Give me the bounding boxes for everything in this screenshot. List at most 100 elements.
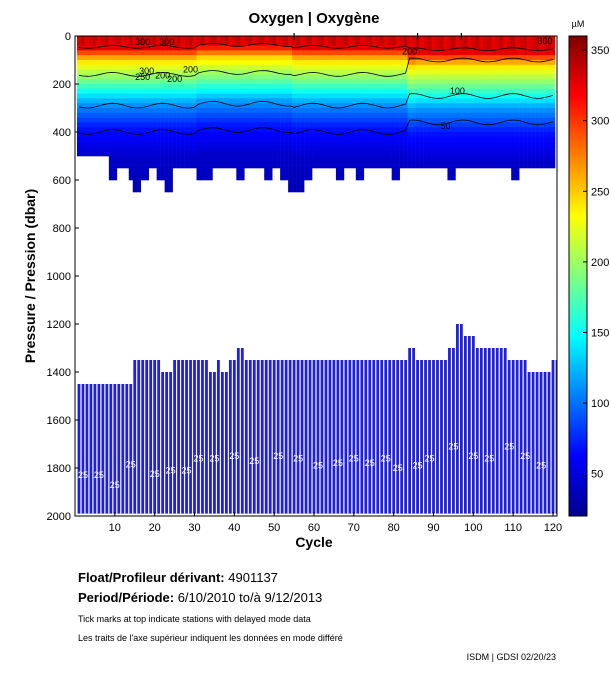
oxygen-cell bbox=[168, 165, 173, 171]
oxygen-cell bbox=[212, 84, 217, 90]
oxygen-cell bbox=[547, 60, 552, 66]
oxygen-cell bbox=[292, 60, 297, 66]
oxygen-cell bbox=[264, 156, 269, 162]
oxygen-cell bbox=[403, 45, 408, 51]
oxygen-cell bbox=[455, 141, 460, 147]
oxygen-cell bbox=[475, 165, 480, 169]
oxygen-cell bbox=[319, 117, 325, 123]
oxygen-cell bbox=[144, 151, 149, 157]
oxygen-cell bbox=[240, 84, 245, 90]
oxygen-cell bbox=[371, 93, 377, 99]
oxygen-cell bbox=[363, 45, 369, 51]
oxygen-cell bbox=[503, 127, 508, 133]
oxygen-cell bbox=[511, 108, 516, 114]
oxygen-cell bbox=[443, 79, 448, 85]
oxygen-cell bbox=[451, 60, 456, 66]
oxygen-cell bbox=[543, 165, 548, 169]
oxygen-cell bbox=[124, 122, 130, 128]
oxygen-cell bbox=[212, 160, 217, 166]
oxygen-cell bbox=[208, 74, 213, 80]
oxygen-cell bbox=[172, 45, 177, 51]
oxygen-cell bbox=[220, 64, 225, 70]
oxygen-cell bbox=[148, 136, 153, 142]
oxygen-cell bbox=[331, 146, 337, 152]
oxygen-cell bbox=[104, 50, 110, 56]
oxygen-cell bbox=[511, 69, 516, 75]
oxygen-cell bbox=[411, 84, 416, 90]
oxygen-cell bbox=[228, 45, 233, 51]
oxygen-cell bbox=[339, 151, 345, 157]
oxygen-cell bbox=[327, 160, 333, 166]
oxygen-cell bbox=[507, 88, 512, 94]
oxygen-cell bbox=[487, 132, 492, 138]
deep-contour-label: 25 bbox=[448, 441, 458, 451]
oxygen-cell bbox=[391, 136, 396, 142]
oxygen-cell bbox=[379, 36, 385, 42]
oxygen-cell bbox=[327, 108, 333, 114]
oxygen-cell bbox=[439, 88, 444, 94]
oxygen-cell bbox=[443, 84, 448, 90]
oxygen-cell bbox=[196, 93, 201, 99]
oxygen-cell bbox=[351, 117, 357, 123]
oxygen-cell bbox=[244, 69, 249, 75]
oxygen-cell bbox=[427, 45, 432, 51]
oxygen-cell bbox=[447, 146, 452, 152]
oxygen-cell bbox=[224, 141, 229, 147]
upper-profile-column bbox=[200, 36, 205, 181]
oxygen-cell bbox=[140, 170, 146, 176]
oxygen-cell bbox=[347, 64, 353, 70]
oxygen-cell bbox=[256, 93, 261, 99]
oxygen-cell bbox=[92, 132, 98, 138]
oxygen-cell bbox=[415, 151, 420, 157]
oxygen-cell bbox=[459, 160, 464, 166]
oxygen-cell bbox=[236, 93, 241, 99]
oxygen-cell bbox=[343, 74, 349, 80]
oxygen-cell bbox=[355, 146, 361, 152]
oxygen-cell bbox=[471, 88, 476, 94]
oxygen-cell bbox=[547, 165, 552, 169]
oxygen-cell bbox=[435, 146, 440, 152]
oxygen-cell bbox=[367, 40, 373, 46]
oxygen-cell bbox=[475, 103, 480, 109]
oxygen-cell bbox=[391, 156, 396, 162]
deep-profile-bar bbox=[89, 384, 93, 514]
oxygen-cell bbox=[499, 60, 504, 66]
oxygen-cell bbox=[375, 146, 381, 152]
oxygen-cell bbox=[108, 74, 114, 80]
oxygen-cell bbox=[132, 151, 138, 157]
oxygen-cell bbox=[308, 165, 313, 171]
oxygen-cell bbox=[256, 60, 261, 66]
oxygen-cell bbox=[184, 88, 189, 94]
deep-contour-label: 25 bbox=[413, 461, 423, 471]
oxygen-cell bbox=[88, 55, 94, 61]
oxygen-cell bbox=[248, 156, 253, 162]
oxygen-cell bbox=[268, 165, 273, 171]
oxygen-cell bbox=[248, 103, 253, 109]
oxygen-cell bbox=[435, 55, 440, 61]
oxygen-cell bbox=[168, 136, 173, 142]
oxygen-cell bbox=[208, 98, 213, 104]
oxygen-cell bbox=[228, 127, 233, 133]
oxygen-cell bbox=[487, 69, 492, 75]
oxygen-cell bbox=[132, 69, 138, 75]
oxygen-cell bbox=[276, 156, 281, 162]
oxygen-cell bbox=[240, 156, 245, 162]
oxygen-cell bbox=[435, 156, 440, 162]
oxygen-cell bbox=[411, 156, 416, 162]
oxygen-cell bbox=[292, 108, 297, 114]
oxygen-cell bbox=[260, 122, 265, 128]
oxygen-cell bbox=[335, 136, 341, 142]
oxygen-cell bbox=[188, 108, 193, 114]
oxygen-cell bbox=[507, 108, 512, 114]
oxygen-cell bbox=[375, 127, 381, 133]
oxygen-cell bbox=[144, 79, 149, 85]
oxygen-cell bbox=[120, 122, 126, 128]
oxygen-cell bbox=[459, 60, 464, 66]
oxygen-cell bbox=[487, 103, 492, 109]
oxygen-cell bbox=[543, 79, 548, 85]
oxygen-cell bbox=[331, 84, 337, 90]
oxygen-cell bbox=[423, 74, 428, 80]
oxygen-cell bbox=[375, 93, 381, 99]
oxygen-cell bbox=[439, 160, 444, 166]
oxygen-cell bbox=[379, 112, 385, 118]
